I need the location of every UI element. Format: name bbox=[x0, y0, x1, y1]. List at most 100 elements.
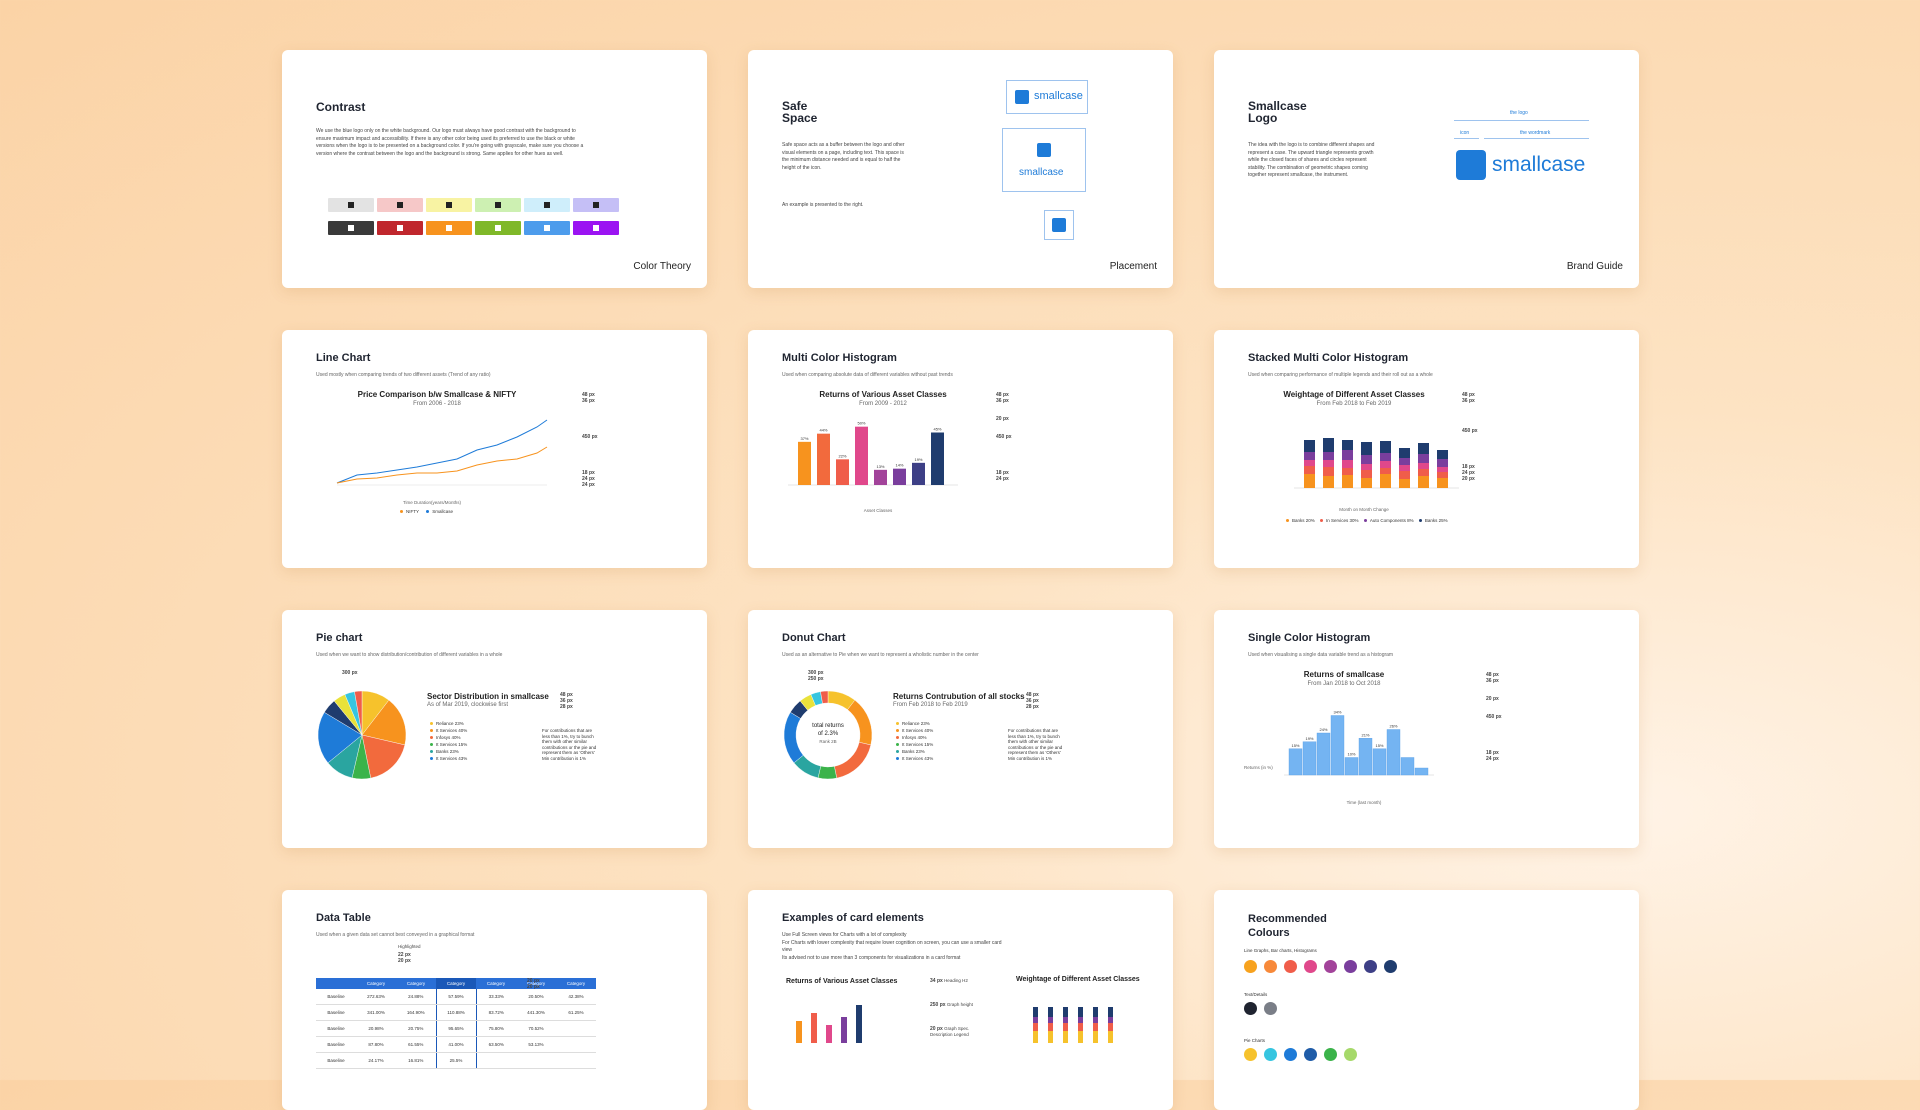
safe-space-desc: Safe space acts as a buffer between the … bbox=[782, 142, 905, 171]
table-cell bbox=[556, 1036, 596, 1053]
cards-stack-seg bbox=[1063, 1031, 1068, 1043]
logo-cube-icon bbox=[348, 225, 354, 231]
donut-note: For contributions that are less than 1%,… bbox=[1008, 728, 1063, 761]
label-icon: icon bbox=[1460, 130, 1470, 136]
data-table-card[interactable]: Data Table Used when a given data set ca… bbox=[282, 890, 707, 1110]
stacked-segment bbox=[1304, 440, 1315, 452]
cards-bar bbox=[811, 1013, 817, 1043]
table-row[interactable]: Baseline 24.17% 16.81% 25.5% bbox=[316, 1052, 596, 1069]
table-spec-right: 20 px 20 px bbox=[527, 978, 540, 990]
table-cell bbox=[556, 1052, 596, 1069]
cards-stack-seg bbox=[1093, 1007, 1098, 1017]
card-elements-card[interactable]: Examples of card elements Use Full Scree… bbox=[748, 890, 1173, 1110]
multi-bar bbox=[855, 426, 868, 485]
color-swatch bbox=[573, 221, 619, 235]
multi-bar-label: 13% bbox=[876, 464, 884, 469]
pie-legend: Reliance 23% It Services 40% Infosys 40% It… bbox=[430, 720, 467, 762]
single-bar bbox=[1288, 748, 1303, 776]
recommended-colours-card[interactable]: Recommended Colours Line Graphs, Bar char… bbox=[1214, 890, 1639, 1110]
table-cell: 41.00% bbox=[435, 1036, 477, 1053]
cards-stack-seg bbox=[1093, 1031, 1098, 1043]
stacked-segment bbox=[1380, 461, 1391, 468]
stacked-segment bbox=[1418, 463, 1429, 469]
donut-center: total returns of 2.3% Rank 2B bbox=[812, 723, 844, 744]
stacked-segment bbox=[1323, 438, 1334, 452]
safe-space-card[interactable]: Safe Space Safe space acts as a buffer be… bbox=[748, 50, 1173, 288]
stacked-histogram-card[interactable]: Stacked Multi Color Histogram Used when … bbox=[1214, 330, 1639, 568]
single-bar bbox=[1414, 767, 1429, 776]
colour-dot bbox=[1284, 1048, 1297, 1061]
cards-bar bbox=[856, 1005, 862, 1043]
stacked-segment bbox=[1437, 478, 1448, 488]
table-title: Data Table bbox=[316, 912, 371, 924]
table-header[interactable]: Category bbox=[396, 978, 436, 989]
multi-xlabel: Asset Classes bbox=[863, 508, 893, 513]
stacked-chart-title: Weightage of Different Asset Classes bbox=[1283, 390, 1425, 399]
logo-cube-icon bbox=[593, 225, 599, 231]
table-header[interactable]: Category bbox=[356, 978, 396, 989]
table-row[interactable]: Baseline 87.80% 61.55% 41.00% 63.50% 53.13% bbox=[316, 1036, 596, 1053]
multi-bar bbox=[893, 468, 906, 485]
line-chart-card[interactable]: Line Chart Used mostly when comparing tr… bbox=[282, 330, 707, 568]
table-cell: 61.25% bbox=[556, 1004, 596, 1021]
stacked-segment bbox=[1361, 442, 1372, 455]
stacked-segment bbox=[1342, 440, 1353, 450]
stacked-segment bbox=[1418, 443, 1429, 454]
colours-group2 bbox=[1244, 1002, 1284, 1020]
safe-logo-stacked: smallcase bbox=[1002, 128, 1086, 192]
table-row[interactable]: Baseline 20.98% 20.75% 95.65% 75.80% 70.52% bbox=[316, 1020, 596, 1037]
colour-dot bbox=[1324, 960, 1337, 973]
table-cell: Baseline bbox=[316, 1052, 356, 1069]
table-header[interactable]: Category bbox=[476, 978, 516, 989]
table-spec-top: 22 px 20 px bbox=[398, 952, 411, 964]
single-chart-svg: 15% 19% 24% 34% 10% 21% 15% 26% bbox=[1284, 710, 1434, 776]
brand-guide-card[interactable]: Smallcase Logo The idea with the logo is … bbox=[1214, 50, 1639, 288]
table-header[interactable] bbox=[316, 978, 356, 989]
logo-cube-icon bbox=[1052, 218, 1066, 232]
single-histogram-card[interactable]: Single Color Histogram Used when visuali… bbox=[1214, 610, 1639, 848]
cards-chart2-svg bbox=[1033, 1007, 1113, 1043]
table-header[interactable]: Category bbox=[436, 978, 476, 989]
multi-bar bbox=[912, 462, 925, 485]
table-cell: 20.98% bbox=[356, 1020, 396, 1037]
donut-chart-card[interactable]: Donut Chart Used as an alternative to Pi… bbox=[748, 610, 1173, 848]
multi-bar-label: 50% bbox=[857, 421, 865, 426]
pie-chart-card[interactable]: Pie chart Used when we want to show dist… bbox=[282, 610, 707, 848]
safe-space-title: Safe Space bbox=[782, 99, 818, 125]
color-swatch bbox=[426, 198, 472, 212]
single-bar bbox=[1358, 738, 1373, 776]
multi-histogram-card[interactable]: Multi Color Histogram Used when comparin… bbox=[748, 330, 1173, 568]
brand-desc: The idea with the logo is to combine dif… bbox=[1248, 142, 1375, 178]
wordmark-guide-line bbox=[1484, 138, 1589, 139]
stacked-segment bbox=[1304, 466, 1315, 474]
single-chart-sub: From Jan 2018 to Oct 2018 bbox=[1307, 681, 1381, 687]
table-header[interactable]: Category bbox=[516, 978, 556, 989]
cards-stack-seg bbox=[1093, 1017, 1098, 1023]
contrast-title: Contrast bbox=[316, 100, 366, 114]
multi-bar-label: 19% bbox=[914, 457, 922, 462]
logo-cube-icon bbox=[544, 202, 550, 208]
table-row[interactable]: Baseline 341.00% 164.90% 110.88% 83.72% 441.3… bbox=[316, 1004, 596, 1021]
table-highlight-label: Highlighted bbox=[398, 944, 421, 949]
colour-dot bbox=[1344, 960, 1357, 973]
color-swatch bbox=[328, 198, 374, 212]
logo-cube-icon bbox=[397, 225, 403, 231]
label-the-logo: the logo bbox=[1510, 110, 1528, 116]
single-bar-label: 34% bbox=[1333, 710, 1341, 715]
table-header[interactable]: Category bbox=[556, 978, 596, 989]
stacked-segment bbox=[1342, 475, 1353, 488]
pie-chart-sub: As of Mar 2019, clockwise first bbox=[427, 702, 509, 708]
table-row[interactable]: Baseline 272.63% 24.88% 57.59% 33.33% 20.50% 4… bbox=[316, 989, 596, 1005]
line-chart-svg bbox=[336, 419, 548, 486]
multi-bar-label: 22% bbox=[838, 453, 846, 458]
safe-space-desc2: An example is presented to the right. bbox=[782, 202, 864, 208]
contrast-card[interactable]: Contrast We use the blue logo only on th… bbox=[282, 50, 707, 288]
legend-item: Infosys 40% bbox=[896, 734, 933, 741]
table-cell: 63.50% bbox=[476, 1036, 516, 1053]
cards-stack-seg bbox=[1063, 1007, 1068, 1017]
colour-dot bbox=[1264, 1048, 1277, 1061]
cards-chart1-title: Returns of Various Asset Classes bbox=[786, 978, 898, 985]
donut-spec: 48 px 36 px 28 px bbox=[1026, 692, 1039, 710]
table-cell: 33.33% bbox=[476, 989, 516, 1005]
colour-dot bbox=[1304, 960, 1317, 973]
